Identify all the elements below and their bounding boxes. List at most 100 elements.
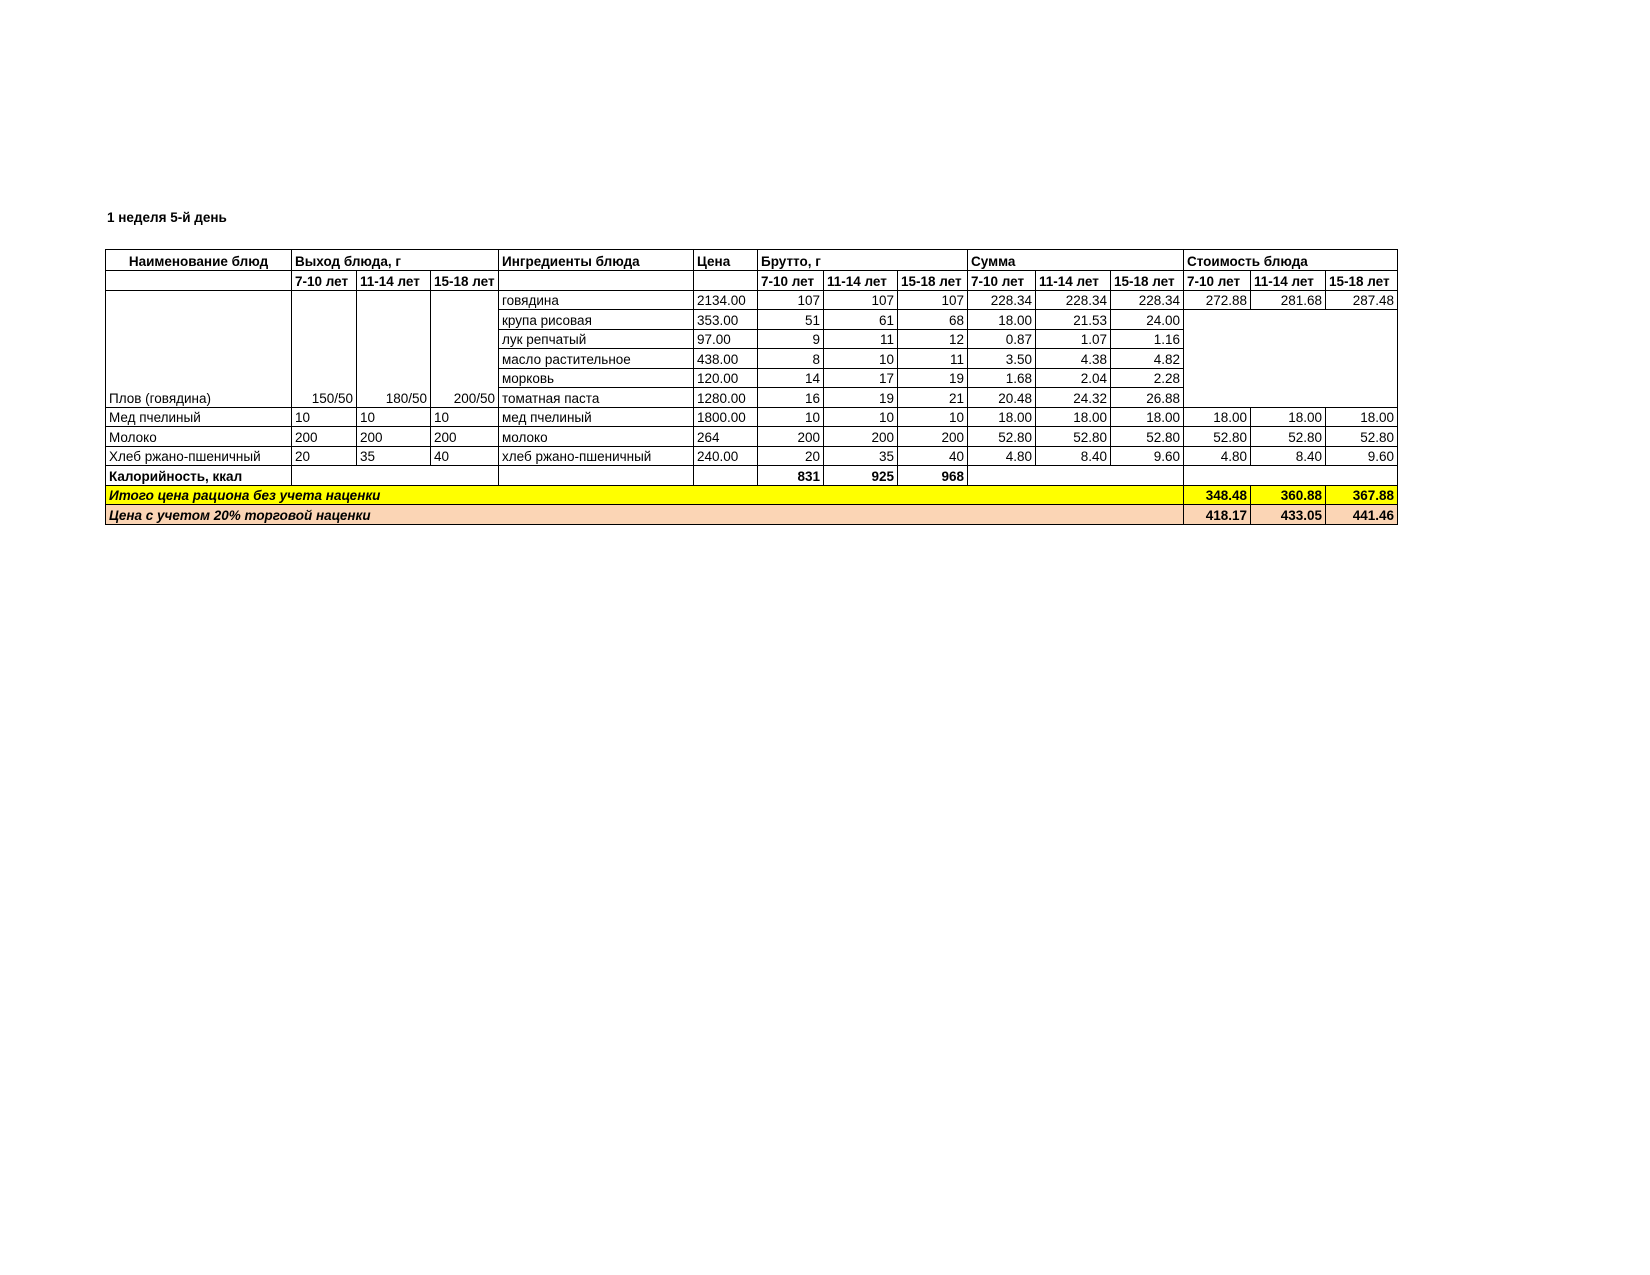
dish1-ing1-gross1: 51 xyxy=(757,309,824,330)
calories-price-empty xyxy=(693,465,758,486)
dish3-cost1: 52.80 xyxy=(1183,426,1251,447)
header-cost: Стоимость блюда xyxy=(1183,249,1398,271)
dish2-row: Мед пчелиный 10 10 10 мед пчелиный 1800.… xyxy=(105,406,1398,427)
header-gross-age2: 11-14 лет xyxy=(823,270,898,291)
calories-label: Калорийность, ккал xyxy=(105,465,292,486)
header-sum-age3: 15-18 лет xyxy=(1110,270,1184,291)
dish1-ing3-sum3: 4.82 xyxy=(1110,348,1184,369)
total-value-age1: 348.48 xyxy=(1183,484,1251,505)
header-row-1: Наименование блюд Выход блюда, г Ингреди… xyxy=(105,249,1398,271)
dish3-output-age3: 200 xyxy=(430,426,499,447)
header-ingredients: Ингредиенты блюда xyxy=(498,249,694,271)
calories-cost-empty xyxy=(1183,465,1398,486)
header-sum-age2: 11-14 лет xyxy=(1035,270,1111,291)
dish1-ing1-gross2: 61 xyxy=(823,309,898,330)
total-row: Итого цена рациона без учета наценки 348… xyxy=(105,484,1398,505)
dish1-cost-age3: 287.48 xyxy=(1325,289,1398,310)
header-sum: Сумма xyxy=(967,249,1184,271)
dish1-cost-empty-area xyxy=(1183,309,1398,408)
dish1-ing5-name: томатная паста xyxy=(498,387,694,408)
dish1-ing3-gross1: 8 xyxy=(757,348,824,369)
dish1-ing2-price: 97.00 xyxy=(693,328,758,349)
dish1-ing2-gross3: 12 xyxy=(897,328,968,349)
dish1-ing2-gross2: 11 xyxy=(823,328,898,349)
dish1-output-age1: 150/50 xyxy=(291,289,357,408)
dish1-ing1-sum1: 18.00 xyxy=(967,309,1036,330)
header-output-age2: 11-14 лет xyxy=(356,270,431,291)
dish2-output-age1: 10 xyxy=(291,406,357,427)
dish2-gross2: 10 xyxy=(823,406,898,427)
calories-row: Калорийность, ккал 831 925 968 xyxy=(105,465,1398,486)
dish1-ing0-sum2: 228.34 xyxy=(1035,289,1111,310)
header-cost-age1: 7-10 лет xyxy=(1183,270,1251,291)
dish4-price: 240.00 xyxy=(693,445,758,466)
total-label: Итого цена рациона без учета наценки xyxy=(105,484,1184,505)
dish4-gross1: 20 xyxy=(757,445,824,466)
markup-value-age1: 418.17 xyxy=(1183,504,1251,525)
dish1-ing4-price: 120.00 xyxy=(693,367,758,388)
dish3-sum3: 52.80 xyxy=(1110,426,1184,447)
dish2-gross1: 10 xyxy=(757,406,824,427)
dish4-gross3: 40 xyxy=(897,445,968,466)
dish1-ing0-price: 2134.00 xyxy=(693,289,758,310)
dish2-sum2: 18.00 xyxy=(1035,406,1111,427)
dish1-ing5-sum3: 26.88 xyxy=(1110,387,1184,408)
header-cost-age2: 11-14 лет xyxy=(1250,270,1326,291)
calories-value-age1: 831 xyxy=(757,465,824,486)
header-gross-age1: 7-10 лет xyxy=(757,270,824,291)
dish2-sum1: 18.00 xyxy=(967,406,1036,427)
dish4-output-age3: 40 xyxy=(430,445,499,466)
total-value-age3: 367.88 xyxy=(1325,484,1398,505)
calories-ingredients-empty xyxy=(498,465,694,486)
dish3-gross3: 200 xyxy=(897,426,968,447)
dish4-cost1: 4.80 xyxy=(1183,445,1251,466)
dish1-ing5-gross3: 21 xyxy=(897,387,968,408)
dish3-sum1: 52.80 xyxy=(967,426,1036,447)
dish1-ing2-sum2: 1.07 xyxy=(1035,328,1111,349)
header-gross-age3: 15-18 лет xyxy=(897,270,968,291)
dish4-sum1: 4.80 xyxy=(967,445,1036,466)
dish1-ing0-name: говядина xyxy=(498,289,694,310)
header-output: Выход блюда, г xyxy=(291,249,499,271)
dish3-cost3: 52.80 xyxy=(1325,426,1398,447)
dish1-cost-age1: 272.88 xyxy=(1183,289,1251,310)
dish2-cost3: 18.00 xyxy=(1325,406,1398,427)
dish1-ing3-gross2: 10 xyxy=(823,348,898,369)
dish1-ing3-gross3: 11 xyxy=(897,348,968,369)
dish4-sum3: 9.60 xyxy=(1110,445,1184,466)
dish1-ing5-price: 1280.00 xyxy=(693,387,758,408)
dish1-ing3-sum2: 4.38 xyxy=(1035,348,1111,369)
dish3-gross1: 200 xyxy=(757,426,824,447)
dish1-ing0-sum1: 228.34 xyxy=(967,289,1036,310)
dish1-ing4-sum3: 2.28 xyxy=(1110,367,1184,388)
header-empty-price xyxy=(693,270,758,291)
dish2-cost2: 18.00 xyxy=(1250,406,1326,427)
dish1-ing2-gross1: 9 xyxy=(757,328,824,349)
dish2-gross3: 10 xyxy=(897,406,968,427)
dish4-ingredient: хлеб ржано-пшеничный xyxy=(498,445,694,466)
header-gross: Брутто, г xyxy=(757,249,968,271)
dish1-ing4-sum1: 1.68 xyxy=(967,367,1036,388)
dish4-cost3: 9.60 xyxy=(1325,445,1398,466)
dish1-ing0-gross3: 107 xyxy=(897,289,968,310)
dish1-row-luk: лук репчатый 97.00 9 11 12 0.87 1.07 1.1… xyxy=(106,328,1398,349)
dish1-output-age3: 200/50 xyxy=(430,289,499,408)
dish1-ing5-sum2: 24.32 xyxy=(1035,387,1111,408)
dish3-price: 264 xyxy=(693,426,758,447)
calories-output-empty xyxy=(291,465,499,486)
dish1-ing4-name: морковь xyxy=(498,367,694,388)
dish2-ingredient: мед пчелиный xyxy=(498,406,694,427)
header-empty-ingredients xyxy=(498,270,694,291)
header-price: Цена xyxy=(693,249,758,271)
calories-sum-empty xyxy=(967,465,1184,486)
dish4-gross2: 35 xyxy=(823,445,898,466)
calories-value-age2: 925 xyxy=(823,465,898,486)
markup-value-age2: 433.05 xyxy=(1250,504,1326,525)
dish1-ing1-sum3: 24.00 xyxy=(1110,309,1184,330)
dish1-ing4-sum2: 2.04 xyxy=(1035,367,1111,388)
markup-label: Цена с учетом 20% торговой наценки xyxy=(105,504,1184,525)
markup-row: Цена с учетом 20% торговой наценки 418.1… xyxy=(105,504,1398,525)
dish1-cost-age2: 281.68 xyxy=(1250,289,1326,310)
dish2-name: Мед пчелиный xyxy=(105,406,292,427)
